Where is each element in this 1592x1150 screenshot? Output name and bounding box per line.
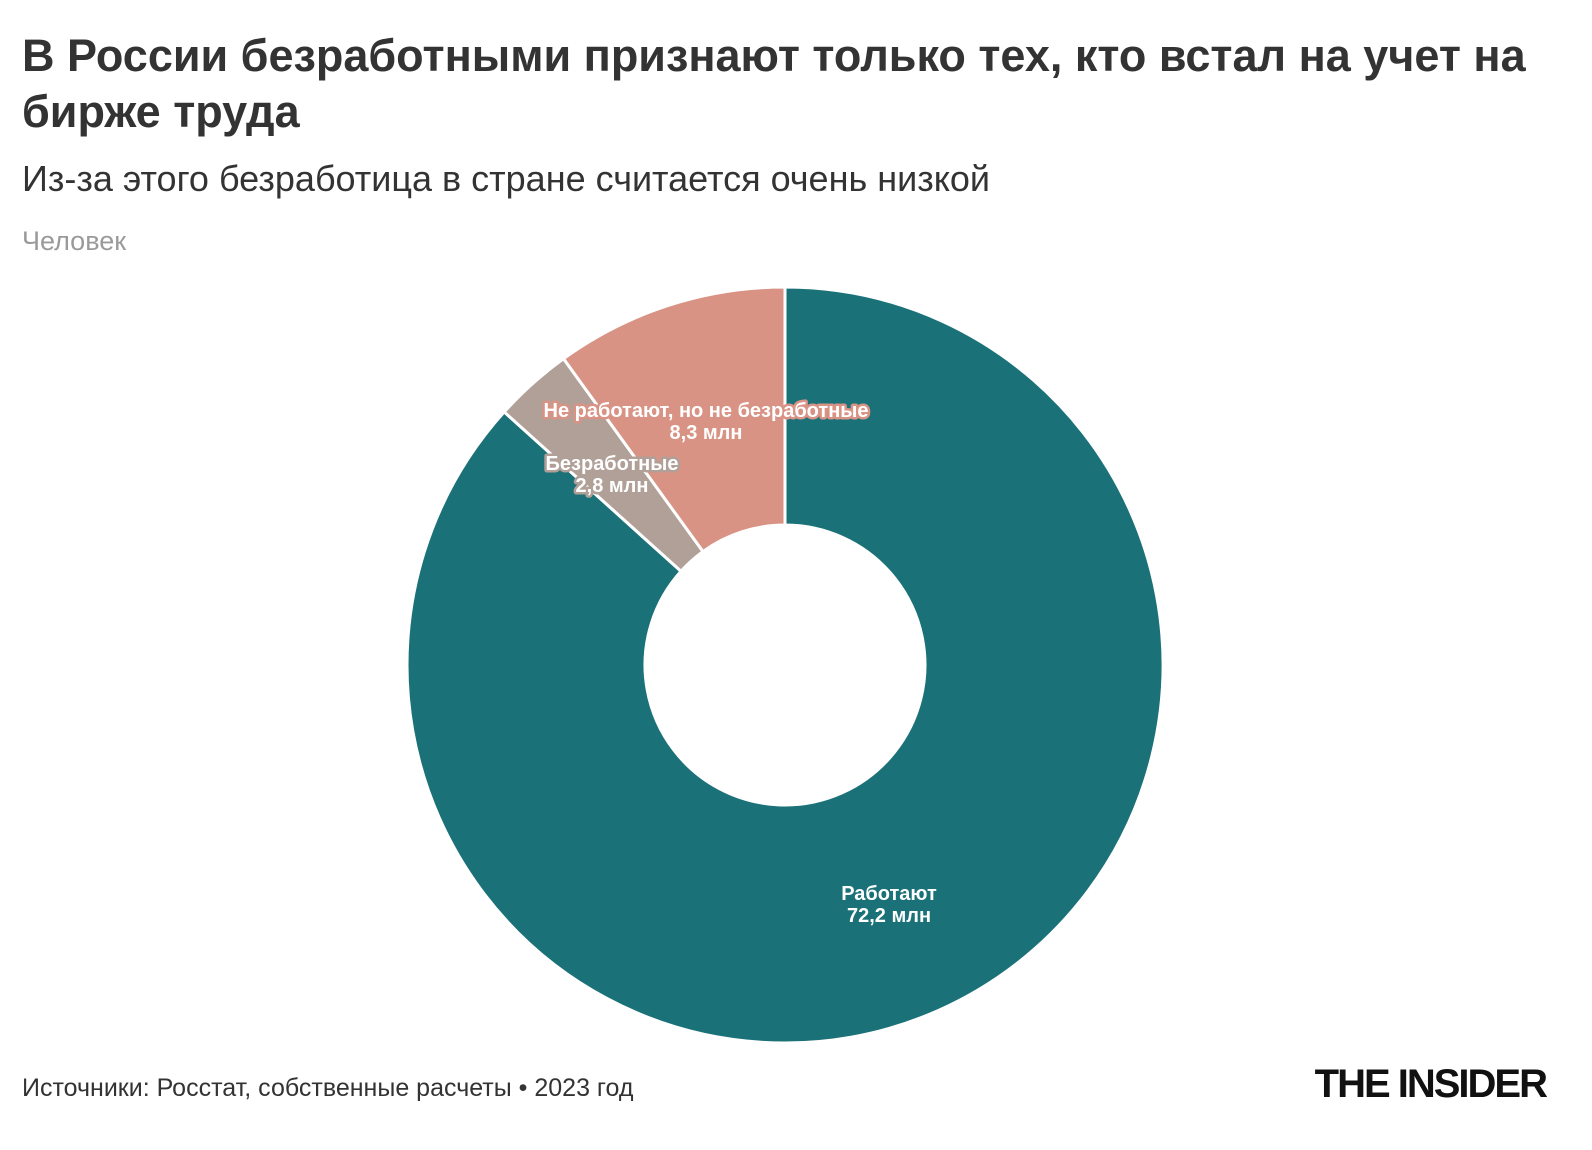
slice-1	[405, 285, 1165, 1045]
slice-name-label: Безработные	[546, 453, 679, 475]
the-insider-logo: THE INSIDER	[1314, 1062, 1548, 1106]
slice-3	[561, 285, 787, 554]
chart-subtitle: Из-за этого безработица в стране считает…	[22, 158, 990, 199]
slice-value-label: 8,3 млн	[670, 422, 743, 444]
slice-value-label: 2,8 млн	[576, 475, 649, 497]
source-note: Источники: Росстат, собственные расчеты …	[22, 1074, 634, 1102]
unit-label: Человек	[22, 226, 127, 256]
slice-name-label: Не работают, но не безработные	[544, 400, 869, 422]
slice-value-label: 72,2 млн	[847, 905, 931, 927]
slice-name-label: Работают	[841, 883, 937, 905]
chart-title: В России безработными признают только те…	[22, 30, 1526, 137]
